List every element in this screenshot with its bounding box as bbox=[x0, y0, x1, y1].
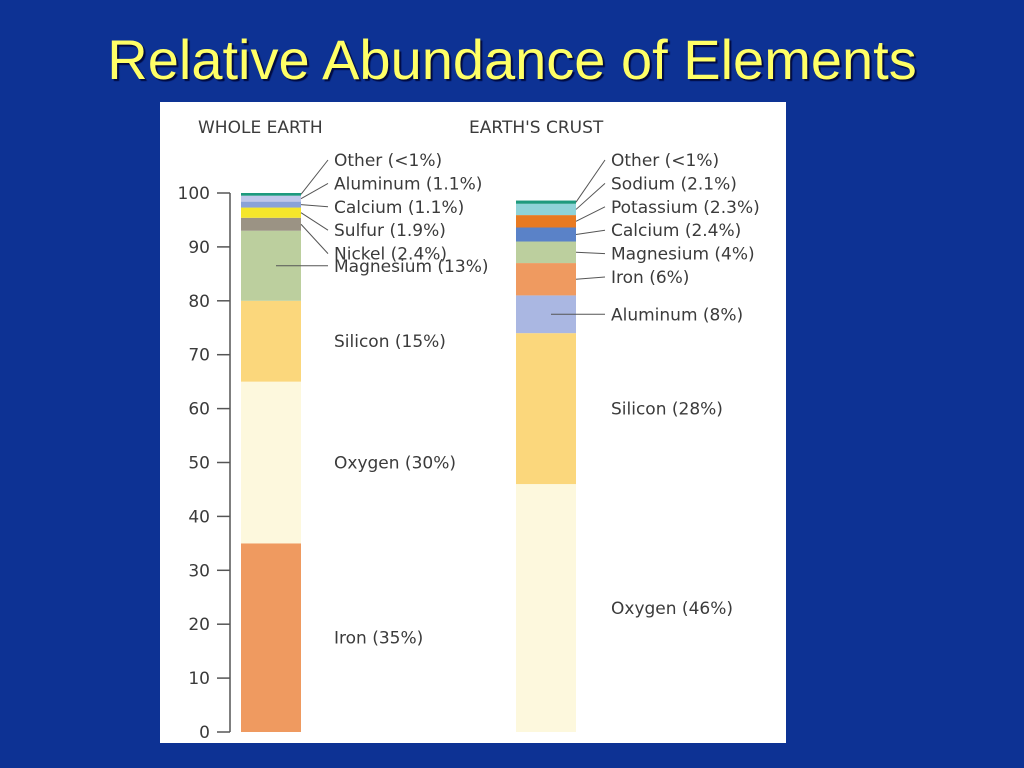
leader-line bbox=[575, 276, 606, 280]
leader-line bbox=[575, 206, 606, 222]
leader-line bbox=[575, 159, 606, 203]
bar-segment bbox=[516, 333, 576, 485]
bar-segment bbox=[241, 543, 301, 732]
leader-line bbox=[575, 229, 606, 235]
y-tick-label: 40 bbox=[188, 507, 210, 527]
bar-segment bbox=[516, 263, 576, 296]
column-title: EARTH'S CRUST bbox=[469, 118, 604, 138]
leader-line bbox=[300, 182, 329, 200]
segment-label: Aluminum (1.1%) bbox=[334, 174, 482, 194]
leader-line bbox=[575, 251, 606, 255]
bar-segment bbox=[241, 195, 301, 202]
leader-line bbox=[300, 204, 329, 208]
leader-line bbox=[300, 212, 329, 231]
segment-label: Aluminum (8%) bbox=[611, 305, 743, 325]
bar-segment bbox=[241, 201, 301, 208]
leader-line bbox=[575, 183, 606, 210]
segment-label: Iron (6%) bbox=[611, 268, 689, 288]
chart-panel: 0 10 20 30 40 50 60 70 80 90 100 WHOLE EARTH Iron (… bbox=[160, 102, 786, 743]
segment-label: Magnesium (4%) bbox=[611, 245, 755, 265]
segment-label: Silicon (28%) bbox=[611, 400, 723, 420]
y-tick-label: 90 bbox=[188, 238, 210, 258]
y-tick-label: 20 bbox=[188, 615, 210, 635]
leader-line bbox=[300, 223, 329, 254]
segment-label: Calcium (1.1%) bbox=[334, 198, 464, 218]
segment-label: Oxygen (46%) bbox=[611, 599, 733, 619]
bar-segment bbox=[516, 241, 576, 264]
bar-segment bbox=[516, 484, 576, 732]
y-tick-label: 10 bbox=[188, 669, 210, 689]
abundance-chart: 0 10 20 30 40 50 60 70 80 90 100 WHOLE EARTH Iron (… bbox=[178, 118, 760, 743]
bar-segment bbox=[516, 203, 576, 216]
segment-label: Calcium (2.4%) bbox=[611, 221, 741, 241]
stacked-bars bbox=[241, 193, 576, 732]
segment-label: Silicon (15%) bbox=[334, 332, 446, 352]
bar-segment bbox=[241, 217, 301, 231]
bar-segment bbox=[241, 300, 301, 382]
y-tick-label: 30 bbox=[188, 561, 210, 581]
y-tick-label: 60 bbox=[188, 400, 210, 420]
y-tick-label: 70 bbox=[188, 346, 210, 366]
segment-label: Oxygen (30%) bbox=[334, 454, 456, 474]
y-tick-label: 100 bbox=[178, 184, 210, 204]
segment-labels: WHOLE EARTH Iron (35%) Oxygen (30%) Silicon… bbox=[198, 118, 760, 649]
bar-segment bbox=[516, 200, 576, 204]
y-tick-label: 80 bbox=[188, 292, 210, 312]
segment-label: Sulfur (1.9%) bbox=[334, 221, 446, 241]
segment-label: Potassium (2.3%) bbox=[611, 198, 760, 218]
y-tick-label: 50 bbox=[188, 454, 210, 474]
bar-segment bbox=[241, 381, 301, 544]
slide-title: Relative Abundance of Elements bbox=[107, 28, 917, 91]
y-axis: 0 10 20 30 40 50 60 70 80 90 100 bbox=[178, 184, 231, 743]
bar-segment bbox=[516, 215, 576, 228]
bar-segment bbox=[241, 207, 301, 218]
segment-label: Other (<1%) bbox=[611, 151, 719, 171]
leader-line bbox=[300, 159, 329, 195]
segment-label: Nickel (2.4%) bbox=[334, 245, 447, 265]
segment-label: Iron (35%) bbox=[334, 629, 423, 649]
column-title: WHOLE EARTH bbox=[198, 118, 323, 138]
y-tick-label: 0 bbox=[199, 723, 210, 743]
bar-segment bbox=[516, 227, 576, 242]
segment-label: Magnesium (13%) bbox=[334, 257, 488, 277]
segment-label: Other (<1%) bbox=[334, 151, 442, 171]
bar-segment bbox=[241, 193, 301, 196]
segment-label: Sodium (2.1%) bbox=[611, 174, 737, 194]
